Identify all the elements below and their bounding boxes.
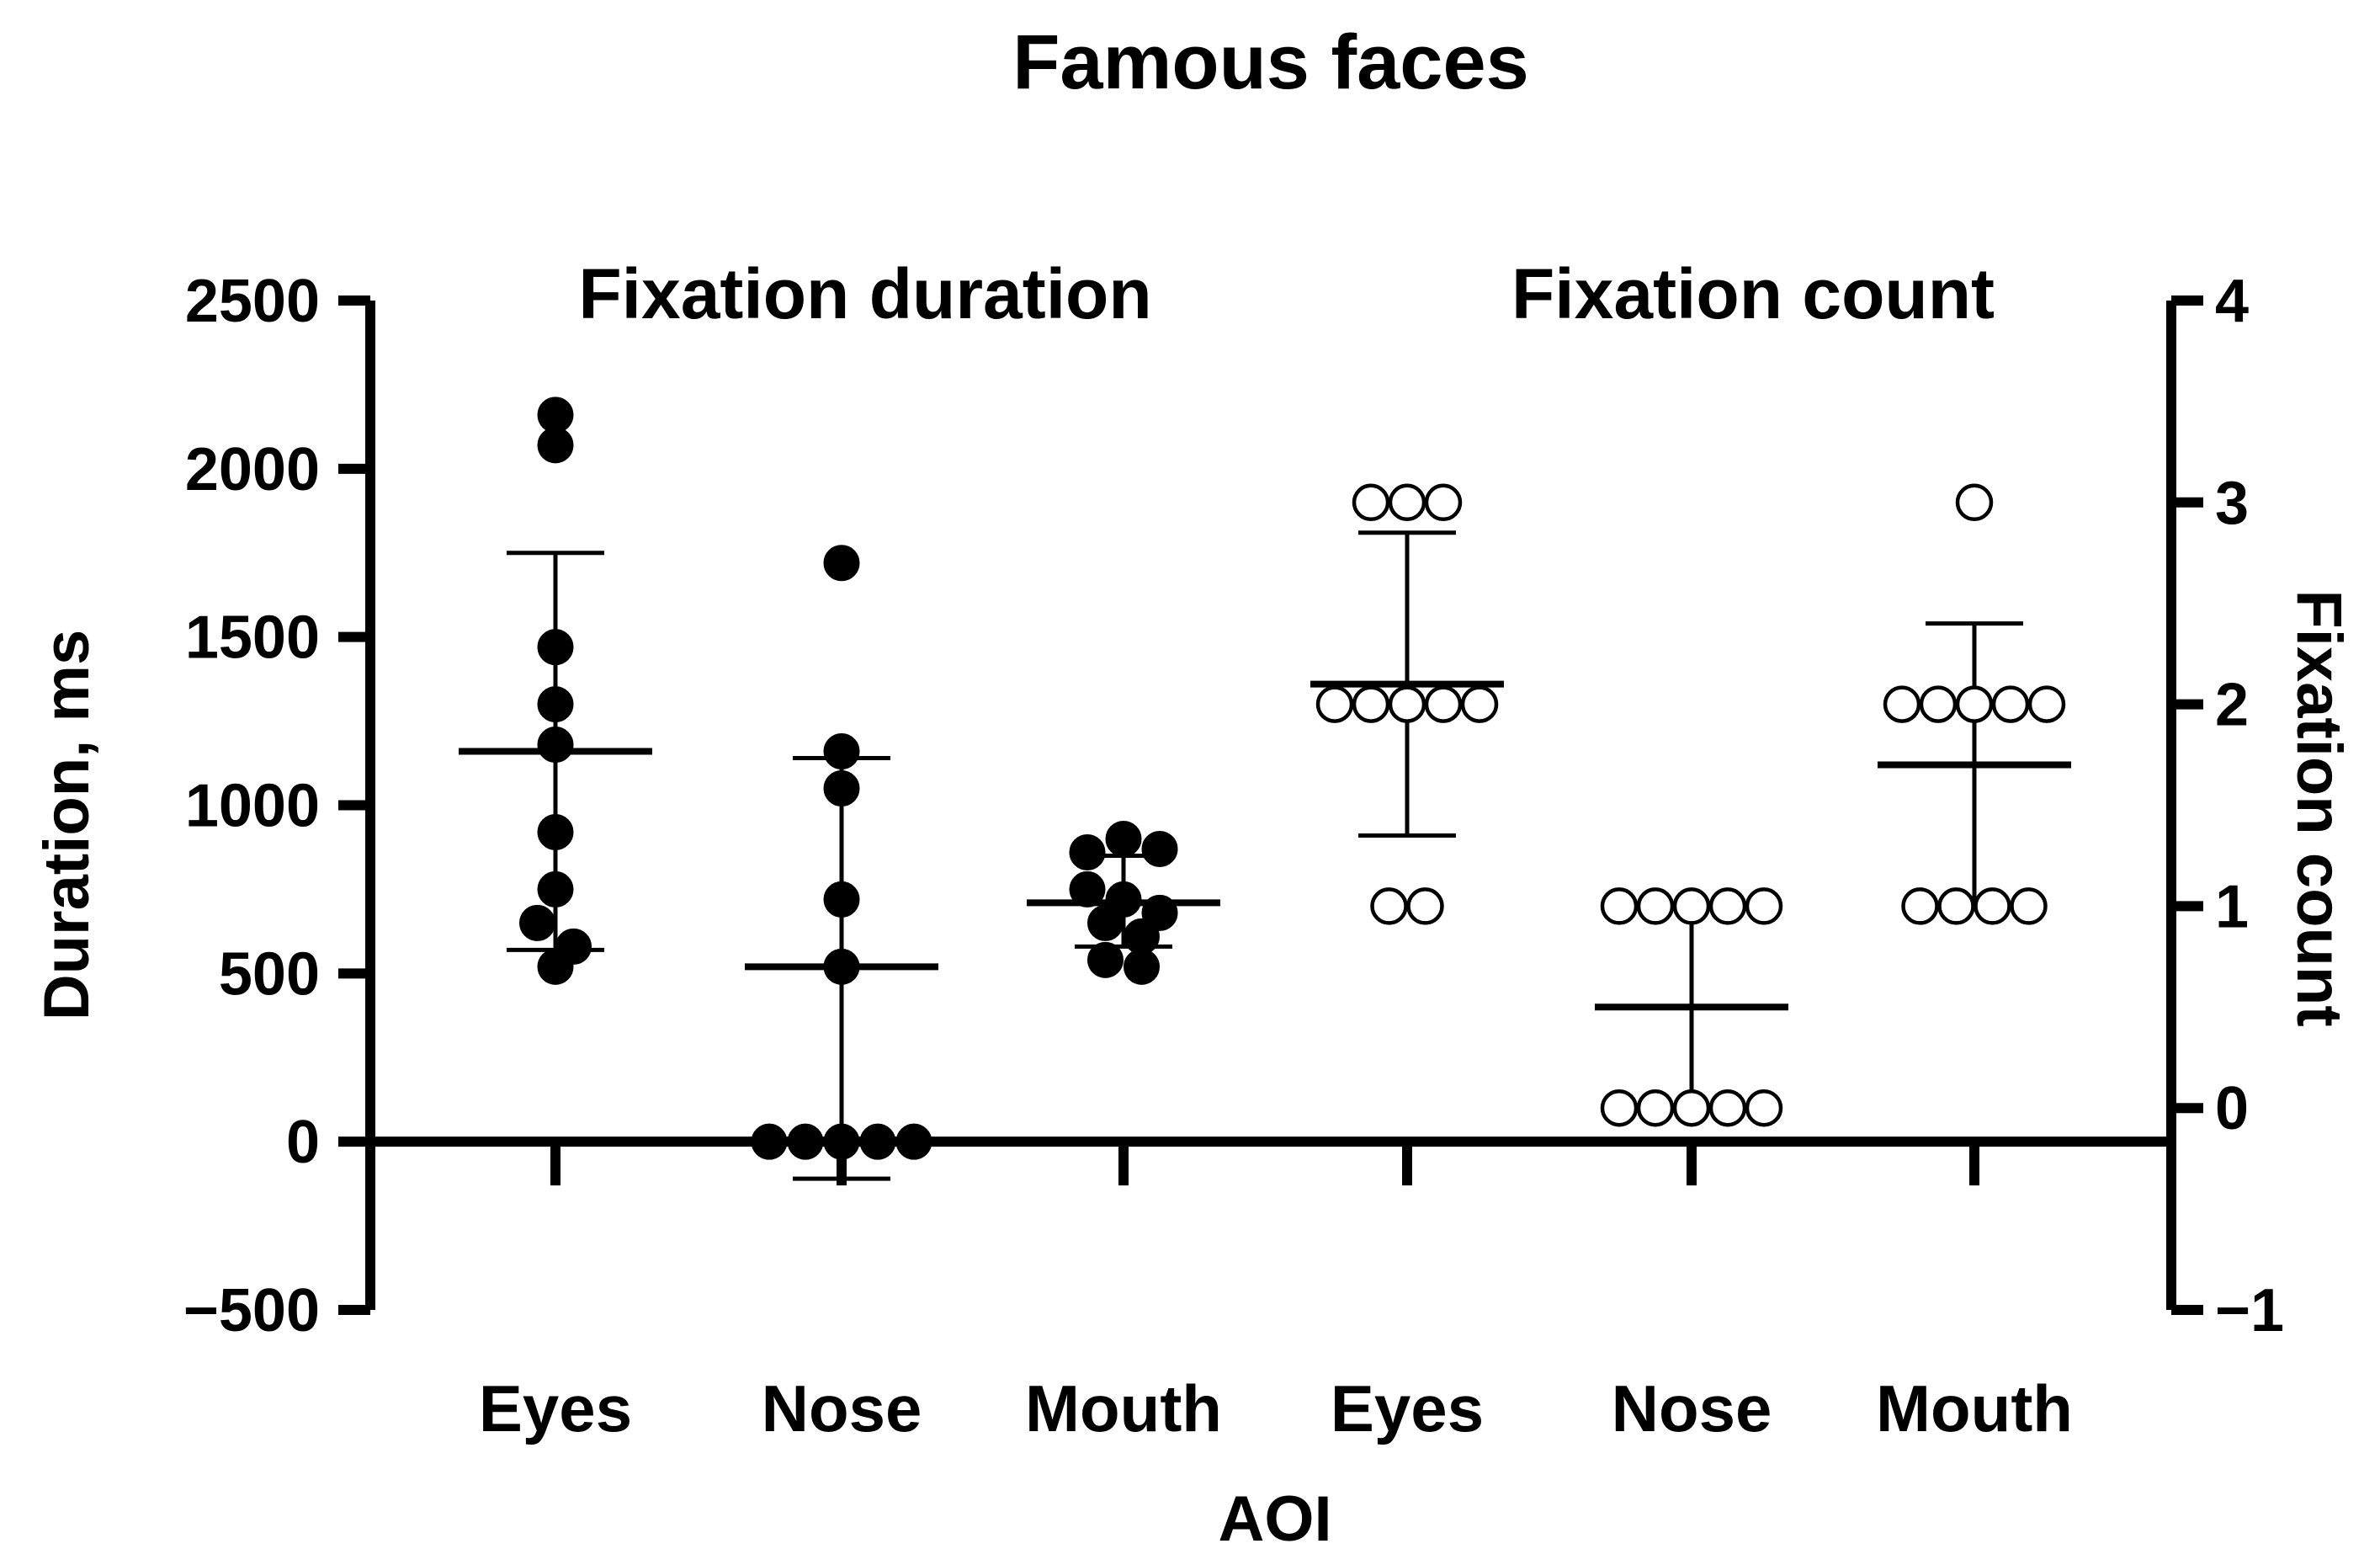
data-point bbox=[537, 870, 574, 908]
data-point bbox=[537, 727, 574, 764]
x-tick-label: Eyes bbox=[479, 1371, 632, 1445]
x-tick-label: Nose bbox=[1612, 1371, 1772, 1445]
data-point bbox=[537, 629, 574, 666]
data-point bbox=[1388, 685, 1426, 723]
x-tick-label: Mouth bbox=[1025, 1371, 1222, 1445]
data-point bbox=[1745, 1089, 1783, 1127]
data-point bbox=[1745, 887, 1783, 925]
chart-title: Famous faces bbox=[1012, 19, 1529, 105]
data-point bbox=[537, 397, 574, 434]
data-point bbox=[1370, 887, 1408, 925]
data-point bbox=[1460, 685, 1499, 723]
y-tick-label: −500 bbox=[183, 1277, 320, 1344]
group-label-duration: Fixation duration bbox=[578, 254, 1151, 333]
y2-tick-label: 2 bbox=[2215, 672, 2249, 739]
data-point bbox=[1069, 833, 1106, 870]
y-axis-title: Duration, ms bbox=[31, 630, 103, 1021]
data-point bbox=[1087, 941, 1124, 978]
data-point bbox=[1636, 887, 1675, 925]
data-point bbox=[823, 770, 860, 807]
axes: 2500 2000 1500 1000 500 0 −500 4 3 2 1 0 −1 Eyes Nose M… bbox=[183, 268, 2284, 1445]
data-point bbox=[1937, 887, 1975, 925]
data-point bbox=[1424, 483, 1463, 522]
y2-tick-label: 0 bbox=[2215, 1075, 2249, 1142]
data-point bbox=[823, 881, 860, 918]
data-point bbox=[1124, 918, 1160, 955]
data-point bbox=[859, 1123, 896, 1160]
data-point bbox=[895, 1123, 932, 1160]
data-point bbox=[1124, 948, 1160, 985]
data-point bbox=[1708, 1089, 1747, 1127]
data-point bbox=[519, 904, 555, 941]
data-point bbox=[1901, 887, 1939, 925]
data-point bbox=[537, 813, 574, 850]
data-point bbox=[2027, 685, 2066, 723]
data-point bbox=[1600, 887, 1639, 925]
y2-tick-label: −1 bbox=[2215, 1277, 2284, 1344]
group-label-count: Fixation count bbox=[1511, 254, 1995, 333]
data-point bbox=[1883, 685, 1921, 723]
data-point bbox=[1636, 1089, 1675, 1127]
data-point bbox=[1600, 1089, 1639, 1127]
data-point bbox=[787, 1123, 824, 1160]
data-point bbox=[1352, 483, 1390, 522]
x-tick-label: Mouth bbox=[1876, 1371, 2073, 1445]
data-point bbox=[823, 545, 860, 582]
data-point bbox=[1919, 685, 1958, 723]
data-point bbox=[1141, 830, 1178, 867]
data-point bbox=[823, 733, 860, 770]
plot-area bbox=[459, 397, 2071, 1181]
data-point bbox=[537, 948, 574, 985]
data-point bbox=[2010, 887, 2048, 925]
y-tick-label: 500 bbox=[219, 940, 320, 1008]
y-tick-label: 0 bbox=[286, 1109, 320, 1176]
data-point bbox=[1105, 820, 1142, 857]
y2-tick-label: 3 bbox=[2215, 470, 2249, 537]
data-point bbox=[1991, 685, 2030, 723]
y2-tick-label: 4 bbox=[2215, 268, 2249, 335]
data-point bbox=[1069, 870, 1106, 908]
data-point bbox=[1424, 685, 1463, 723]
y2-axis-title: Fixation count bbox=[2283, 589, 2355, 1026]
y-tick-label: 2000 bbox=[185, 436, 320, 503]
x-axis-title: AOI bbox=[1218, 1483, 1331, 1555]
data-point bbox=[1974, 887, 2011, 925]
data-point bbox=[1352, 685, 1390, 723]
data-point bbox=[1388, 483, 1426, 522]
data-point bbox=[1955, 685, 1994, 723]
data-point bbox=[1672, 887, 1711, 925]
y-tick-label: 1000 bbox=[185, 773, 320, 840]
data-point bbox=[1955, 483, 1994, 522]
data-point bbox=[751, 1123, 788, 1160]
data-point bbox=[1087, 904, 1124, 941]
data-point bbox=[1708, 887, 1747, 925]
data-point bbox=[537, 427, 574, 464]
data-point bbox=[1406, 887, 1444, 925]
y2-tick-label: 1 bbox=[2215, 873, 2249, 940]
data-point bbox=[537, 686, 574, 723]
data-point bbox=[823, 1123, 860, 1160]
x-tick-label: Nose bbox=[762, 1371, 922, 1445]
x-tick-label: Eyes bbox=[1331, 1371, 1484, 1445]
y-tick-label: 1500 bbox=[185, 604, 320, 672]
data-point bbox=[1672, 1089, 1711, 1127]
y-tick-label: 2500 bbox=[185, 268, 320, 335]
data-point bbox=[1315, 685, 1354, 723]
